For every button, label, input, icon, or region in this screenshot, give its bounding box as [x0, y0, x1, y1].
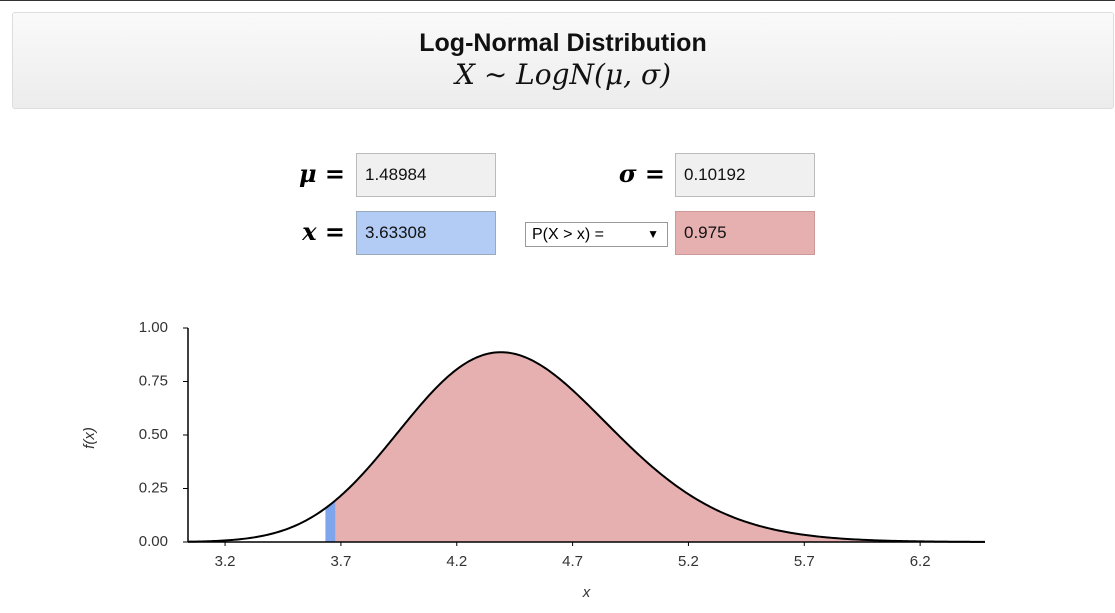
probability-input[interactable]: 0.975	[675, 211, 815, 255]
x-marker	[325, 500, 336, 542]
mu-input[interactable]: 1.48984	[356, 153, 496, 197]
x-tick-label: 4.7	[562, 553, 583, 570]
tail-area	[335, 352, 986, 542]
x-input[interactable]: 3.63308	[356, 211, 496, 255]
probability-select[interactable]: P(X > x) = ▼	[525, 222, 668, 247]
x-axis-label: x	[582, 584, 591, 601]
x-tick-label: 5.7	[794, 553, 815, 570]
y-tick-label: 0.00	[139, 533, 168, 550]
x-tick-label: 3.2	[215, 553, 236, 570]
header: Log-Normal Distribution X ∼ LogN(μ, σ)	[12, 12, 1114, 109]
title: Log-Normal Distribution	[419, 29, 707, 57]
y-tick-label: 0.25	[139, 479, 168, 496]
x-label: x =	[302, 217, 345, 246]
y-tick-label: 0.50	[139, 426, 168, 443]
x-tick-label: 3.7	[330, 553, 351, 570]
formula: X ∼ LogN(μ, σ)	[454, 58, 672, 91]
dropdown-arrow: ▼	[647, 227, 659, 241]
select-text: P(X > x) =	[532, 226, 605, 243]
y-tick-label: 0.75	[139, 372, 168, 389]
y-axis-label: f(x)	[81, 427, 98, 449]
x-tick-label: 6.2	[910, 553, 931, 570]
density-curve	[187, 351, 986, 543]
sigma-label: σ =	[618, 159, 665, 188]
sigma-input[interactable]: 0.10192	[675, 153, 815, 197]
x-tick-label: 4.2	[446, 553, 467, 570]
mu-label: μ =	[298, 159, 345, 188]
y-tick-label: 1.00	[139, 319, 168, 336]
x-tick-label: 5.2	[678, 553, 699, 570]
